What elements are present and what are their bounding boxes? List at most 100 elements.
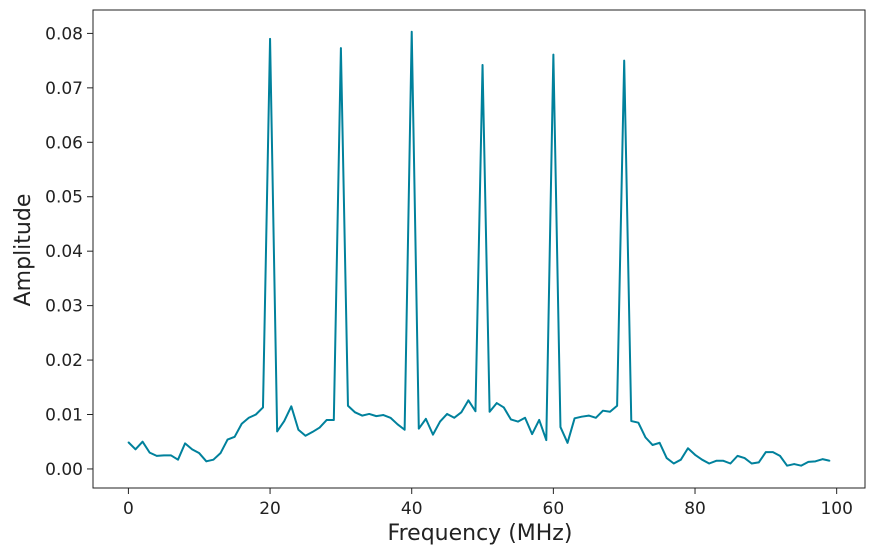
data-point xyxy=(644,436,647,439)
data-point xyxy=(368,413,371,415)
data-point xyxy=(410,30,413,33)
data-point xyxy=(276,430,278,433)
x-tick-label: 60 xyxy=(543,499,565,519)
y-tick-label: 0.04 xyxy=(45,242,83,262)
data-point xyxy=(765,451,767,453)
x-axis-label: Frequency (MHz) xyxy=(388,521,573,546)
data-point xyxy=(502,406,505,409)
data-point xyxy=(743,457,746,459)
data-point xyxy=(177,458,179,461)
data-point xyxy=(722,459,725,462)
x-axis: 0 20 40 60 80 100 xyxy=(123,488,853,519)
data-point xyxy=(779,455,781,457)
data-point xyxy=(191,448,193,451)
data-point xyxy=(517,420,519,423)
data-point xyxy=(580,415,583,418)
data-point xyxy=(396,423,399,426)
data-point xyxy=(283,420,286,422)
data-point xyxy=(757,461,760,464)
data-point xyxy=(297,428,300,431)
data-point xyxy=(417,427,420,430)
data-point xyxy=(134,448,137,451)
data-point xyxy=(269,38,271,40)
y-axis: 0.00 0.01 0.02 0.03 0.04 0.05 0.06 0.07 0.08 xyxy=(45,24,93,480)
data-point xyxy=(226,438,229,441)
data-point xyxy=(347,404,349,407)
data-point xyxy=(141,440,144,443)
data-point xyxy=(495,402,498,404)
data-point xyxy=(651,444,654,446)
y-tick-label: 0.06 xyxy=(45,133,83,153)
data-point xyxy=(552,53,555,56)
data-point xyxy=(262,406,264,409)
data-point xyxy=(694,453,696,456)
y-tick-label: 0.07 xyxy=(45,79,83,99)
data-point xyxy=(637,421,640,424)
data-point xyxy=(821,458,824,460)
data-point xyxy=(793,463,795,465)
data-point xyxy=(736,455,739,457)
data-point xyxy=(127,441,130,444)
data-point xyxy=(304,434,307,437)
data-point xyxy=(616,404,618,407)
data-point xyxy=(212,458,215,461)
data-point xyxy=(545,439,548,441)
data-point xyxy=(361,414,363,417)
data-point xyxy=(658,442,661,444)
data-point xyxy=(184,442,186,445)
data-point xyxy=(680,458,682,461)
data-point xyxy=(446,413,448,415)
data-point xyxy=(233,436,236,438)
data-point xyxy=(566,442,569,444)
data-point xyxy=(148,451,151,454)
data-point xyxy=(573,417,576,420)
data-point xyxy=(807,461,810,463)
data-point xyxy=(425,418,427,420)
data-point xyxy=(750,462,753,465)
x-tick-label: 100 xyxy=(820,499,852,519)
y-tick-label: 0.02 xyxy=(45,351,83,371)
data-point xyxy=(163,454,165,457)
data-point xyxy=(665,457,668,459)
data-point xyxy=(524,416,526,419)
data-point xyxy=(474,410,477,413)
data-point xyxy=(786,464,788,467)
y-tick-label: 0.01 xyxy=(45,406,83,426)
data-point xyxy=(255,413,257,416)
data-point xyxy=(814,460,817,463)
data-point xyxy=(800,464,803,467)
data-point xyxy=(432,433,434,436)
data-point xyxy=(403,428,406,431)
data-point xyxy=(595,416,597,419)
data-point xyxy=(198,452,201,454)
amplitude-series-line xyxy=(127,30,830,467)
data-point xyxy=(481,64,484,66)
data-point xyxy=(290,405,293,408)
data-point xyxy=(510,418,512,421)
data-point xyxy=(708,462,710,465)
data-point xyxy=(340,47,342,49)
data-point xyxy=(240,422,243,425)
data-point xyxy=(467,399,470,402)
data-point xyxy=(538,419,541,421)
data-point xyxy=(354,411,356,414)
data-point xyxy=(729,462,732,465)
data-point xyxy=(382,414,385,416)
data-point xyxy=(389,416,392,419)
x-tick-label: 80 xyxy=(684,499,706,519)
data-point xyxy=(325,419,328,421)
data-point xyxy=(672,462,675,465)
data-point xyxy=(687,447,689,450)
data-point xyxy=(170,454,172,457)
data-point xyxy=(828,459,831,462)
data-point xyxy=(453,416,456,419)
data-point xyxy=(559,426,562,428)
data-point xyxy=(460,411,463,414)
data-point xyxy=(375,415,378,417)
x-tick-label: 20 xyxy=(259,499,281,519)
data-point xyxy=(439,420,441,423)
data-point xyxy=(609,410,611,413)
y-tick-label: 0.00 xyxy=(45,460,83,480)
